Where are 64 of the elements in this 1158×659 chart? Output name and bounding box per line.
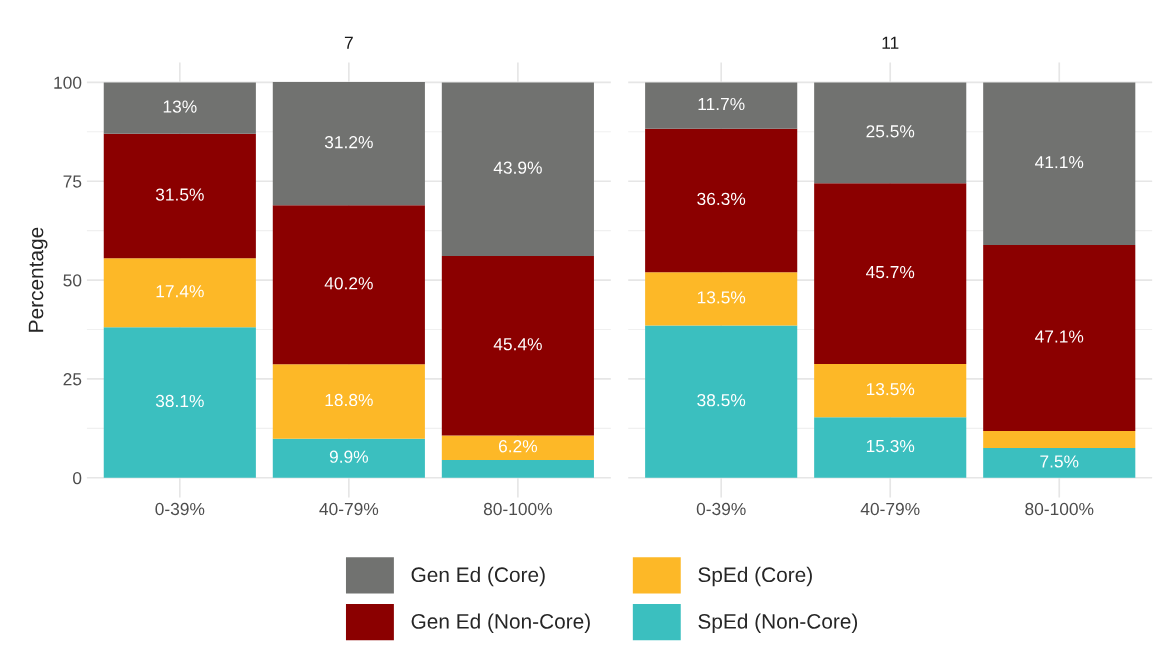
- data-label: 18.8%: [325, 393, 373, 407]
- bar: [814, 82, 967, 184]
- x-tick-label: 40-79%: [319, 502, 379, 516]
- data-label: 15.3%: [866, 439, 915, 453]
- bar: [983, 82, 1136, 245]
- bar: [441, 255, 594, 436]
- data-label: 38.5%: [697, 394, 746, 407]
- data-label: 13.5%: [697, 291, 746, 304]
- bar: [814, 417, 967, 478]
- chart-title: 11: [882, 36, 899, 49]
- bar: [272, 438, 425, 478]
- legend-label: SpEd (Non-Core): [698, 613, 858, 633]
- bar: [272, 364, 425, 439]
- bar: [983, 244, 1136, 432]
- y-tick-label: 50: [63, 274, 82, 287]
- bar: [645, 82, 798, 129]
- x-tick-label: 0-39%: [155, 502, 205, 516]
- data-label: 31.2%: [324, 136, 373, 149]
- data-label: 25.5%: [866, 125, 915, 138]
- legend-label: Gen Ed (Non-Core): [411, 613, 590, 633]
- data-label: 43.9%: [493, 161, 542, 174]
- bar: [103, 258, 256, 328]
- bar: [983, 448, 1136, 478]
- bar: [272, 81, 425, 206]
- data-label: 9.9%: [329, 450, 369, 463]
- data-label: 7.5%: [1040, 455, 1079, 468]
- data-label: 45.7%: [866, 265, 915, 279]
- x-tick-label: 80-100%: [483, 502, 553, 516]
- y-tick-label: 25: [63, 373, 82, 386]
- bar: [441, 435, 594, 460]
- y-axis-title: Percentage: [28, 227, 48, 332]
- data-label: 45.4%: [493, 338, 542, 351]
- bar: [103, 133, 256, 259]
- bar: [645, 128, 798, 273]
- data-label: 36.3%: [697, 192, 746, 206]
- bar: [645, 272, 798, 326]
- data-label: 6.2%: [498, 440, 538, 453]
- legend-label: SpEd (Core): [698, 566, 812, 587]
- data-label: 47.1%: [1035, 330, 1084, 343]
- bar: [103, 327, 256, 478]
- bar: [983, 431, 1136, 449]
- bar: [441, 459, 594, 478]
- bar: [645, 325, 798, 478]
- y-tick-label: 75: [63, 175, 82, 188]
- x-tick-label: 40-79%: [860, 502, 920, 516]
- data-label: 13.5%: [866, 382, 915, 396]
- data-label: 17.4%: [156, 285, 204, 298]
- y-tick-label: 100: [54, 76, 82, 89]
- data-label: 40.2%: [324, 277, 373, 290]
- bar: [814, 363, 967, 418]
- data-label: 31.5%: [155, 188, 204, 201]
- chart-title: 7: [344, 36, 353, 49]
- data-label: 38.1%: [155, 394, 204, 408]
- data-label: 13%: [163, 100, 197, 113]
- bar: [103, 82, 256, 134]
- legend-label: Gen Ed (Core): [411, 566, 545, 587]
- bar: [814, 183, 967, 364]
- bar: [441, 82, 594, 256]
- x-tick-label: 80-100%: [1025, 502, 1094, 516]
- y-tick-label: 0: [73, 471, 82, 485]
- x-tick-label: 0-39%: [696, 502, 746, 516]
- data-label: 41.1%: [1035, 156, 1084, 169]
- data-label: 11.7%: [698, 97, 745, 111]
- bar: [272, 205, 425, 365]
